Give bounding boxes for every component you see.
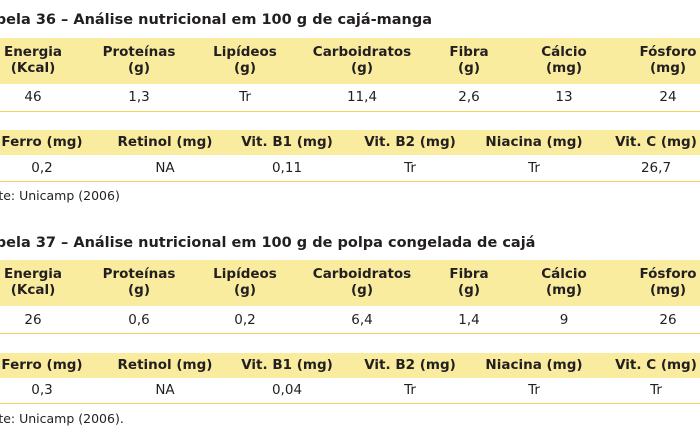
table-37-value-lipideos: 0,2 — [234, 312, 256, 328]
table-37-source: Fonte: Unicamp (2006). — [0, 411, 124, 426]
table-36-header-energia: Energia (Kcal) — [3, 44, 63, 76]
table-36-header-carboidratos: Carboidratos (g) — [312, 44, 412, 76]
table-37-value-proteinas: 0,6 — [128, 312, 150, 328]
table-37-title: Tabela 37 – Análise nutricional em 100 g… — [0, 235, 536, 251]
table-37-header-ferro: Ferro (mg) — [1, 357, 83, 373]
table-36-header-calcio: Cálcio (mg) — [541, 44, 587, 76]
table-37-header-band-2 — [0, 353, 700, 378]
table-37-header-retinol: Retinol (mg) — [117, 357, 213, 373]
table-37-header-proteinas: Proteínas (g) — [102, 266, 176, 298]
table-36-value-fibra: 2,6 — [458, 89, 480, 105]
table-37-value-vit-c: Tr — [650, 382, 662, 398]
table-36-value-vit-b2: Tr — [404, 160, 416, 176]
table-36-value-carboidratos: 11,4 — [346, 89, 378, 105]
table-37-header-energia: Energia (Kcal) — [3, 266, 63, 298]
table-36-value-lipideos: Tr — [239, 89, 251, 105]
table-37-header-niacina: Niacina (mg) — [485, 357, 583, 373]
table-36-source: Fonte: Unicamp (2006) — [0, 188, 120, 203]
table-36-value-vit-b1: 0,11 — [271, 160, 303, 176]
table-37-value-energia: 26 — [24, 312, 42, 328]
table-36-value-ferro: 0,2 — [31, 160, 53, 176]
table-36-value-energia: 46 — [24, 89, 42, 105]
table-37-value-calcio: 9 — [559, 312, 569, 328]
table-36-header-vit-b1: Vit. B1 (mg) — [241, 134, 333, 150]
table-37-value-vit-b2: Tr — [404, 382, 416, 398]
table-37-value-fosforo: 26 — [659, 312, 677, 328]
table-36-header-fibra: Fibra (g) — [449, 44, 489, 76]
table-36-value-niacina: Tr — [528, 160, 540, 176]
table-37-value-ferro: 0,3 — [31, 382, 53, 398]
table-37-value-retinol: NA — [155, 382, 175, 398]
table-37-header-calcio: Cálcio (mg) — [541, 266, 587, 298]
table-37-header-band-1 — [0, 260, 700, 306]
table-36-header-ferro: Ferro (mg) — [1, 134, 83, 150]
table-36-header-vit-b2: Vit. B2 (mg) — [364, 134, 456, 150]
table-37-header-vit-b1: Vit. B1 (mg) — [241, 357, 333, 373]
table-36-header-band-2 — [0, 130, 700, 155]
table-36-rule-1 — [0, 111, 700, 112]
table-36-header-lipideos: Lipídeos (g) — [213, 44, 277, 76]
table-36-header-fosforo: Fósforo (mg) — [639, 44, 697, 76]
table-37-rule-1 — [0, 333, 700, 334]
table-37-header-carboidratos: Carboidratos (g) — [312, 266, 412, 298]
table-37-value-niacina: Tr — [528, 382, 540, 398]
table-36-value-vit-c: 26,7 — [640, 160, 672, 176]
table-37-value-vit-b1: 0,04 — [271, 382, 303, 398]
table-36-value-calcio: 13 — [555, 89, 573, 105]
table-36-header-proteinas: Proteínas (g) — [102, 44, 176, 76]
table-36-title: Tabela 36 – Análise nutricional em 100 g… — [0, 12, 433, 28]
table-37-rule-2 — [0, 403, 700, 404]
table-36-value-proteinas: 1,3 — [128, 89, 150, 105]
table-36-header-band-1 — [0, 38, 700, 84]
table-37-value-carboidratos: 6,4 — [351, 312, 373, 328]
table-37-header-fibra: Fibra (g) — [449, 266, 489, 298]
table-36-value-retinol: NA — [155, 160, 175, 176]
table-37-header-vit-b2: Vit. B2 (mg) — [364, 357, 456, 373]
table-36-rule-2 — [0, 181, 700, 182]
table-37-header-fosforo: Fósforo (mg) — [639, 266, 697, 298]
table-36-header-retinol: Retinol (mg) — [117, 134, 213, 150]
table-37-value-fibra: 1,4 — [458, 312, 480, 328]
table-36-value-fosforo: 24 — [659, 89, 677, 105]
table-36-header-vit-c: Vit. C (mg) — [615, 134, 697, 150]
table-36-header-niacina: Niacina (mg) — [485, 134, 583, 150]
table-37-header-vit-c: Vit. C (mg) — [615, 357, 697, 373]
table-37-header-lipideos: Lipídeos (g) — [213, 266, 277, 298]
